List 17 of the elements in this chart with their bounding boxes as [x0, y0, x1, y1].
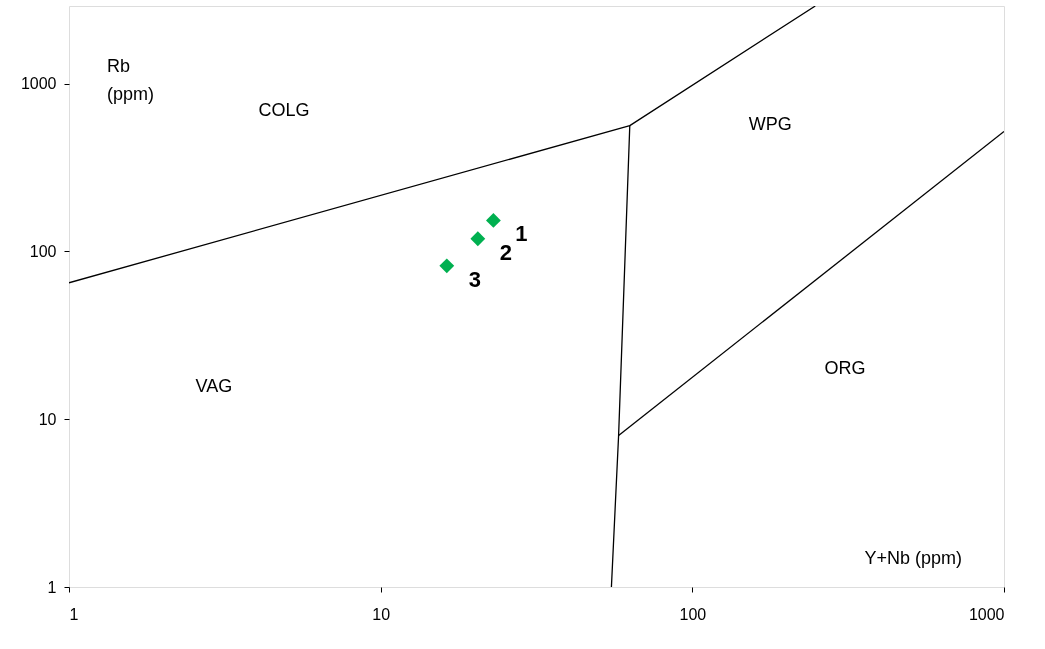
y-tick-label: 10 — [38, 410, 57, 428]
series-label: 2 — [499, 239, 512, 265]
x-axis-title: Y+Nb (ppm) — [864, 548, 962, 568]
y-tick-label: 1 — [47, 578, 57, 596]
annotation: VAG — [195, 375, 233, 396]
y-tick-label: 1000 — [20, 75, 57, 93]
x-tick-label: 10 — [372, 605, 391, 623]
x-tick-label: 1000 — [968, 605, 1005, 623]
x-tick-label: 1 — [69, 605, 79, 623]
annotation: COLG — [258, 99, 310, 120]
annotation: WPG — [748, 114, 792, 135]
series-label: 1 — [515, 221, 528, 247]
y-tick-label: 100 — [29, 242, 57, 260]
x-tick-label: 100 — [679, 605, 707, 623]
annotation: ORG — [824, 358, 866, 379]
y-axis-title: Rb (ppm) — [107, 56, 155, 104]
series-label: 3 — [468, 266, 481, 292]
